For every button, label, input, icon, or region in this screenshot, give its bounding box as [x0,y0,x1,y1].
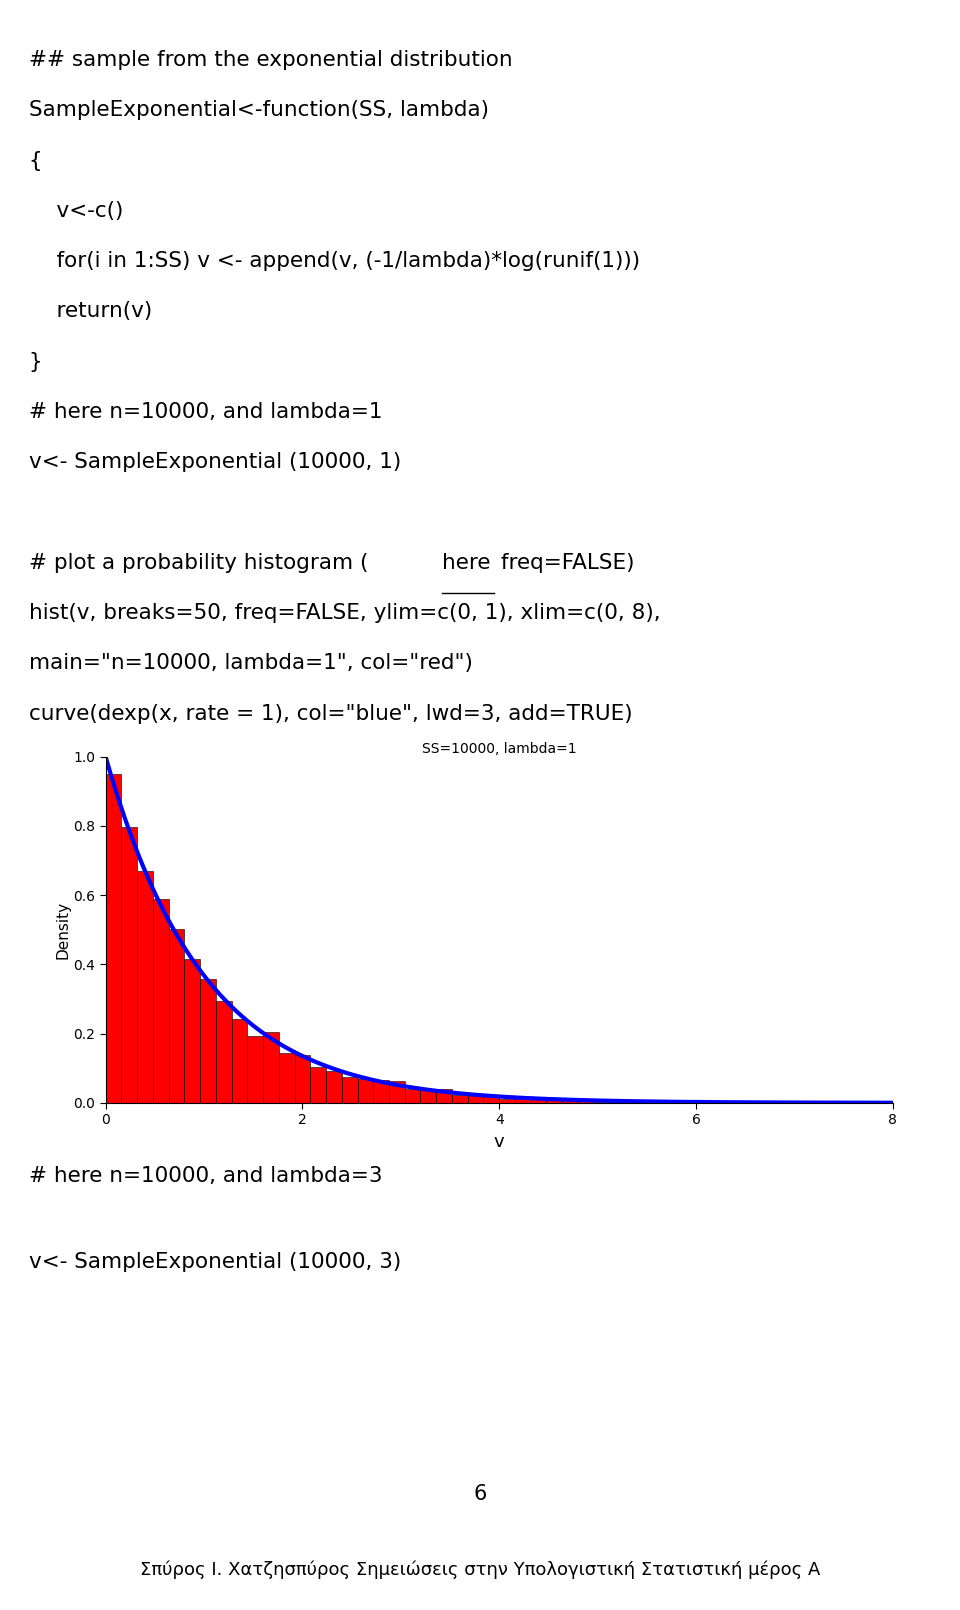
Bar [263,1032,278,1103]
Text: SampleExponential<-function(SS, lambda): SampleExponential<-function(SS, lambda) [29,100,489,121]
Bar [420,1090,436,1103]
Text: return(v): return(v) [29,301,152,322]
Text: for(i in 1:SS) v <- append(v, (-1/lambda)*log(runif(1))): for(i in 1:SS) v <- append(v, (-1/lambda… [29,251,640,270]
Text: main="n=10000, lambda=1", col="red"): main="n=10000, lambda=1", col="red") [29,654,472,673]
Text: here: here [443,552,491,573]
Bar [295,1055,310,1103]
Bar [405,1090,420,1103]
Text: freq=FALSE): freq=FALSE) [493,552,635,573]
Bar [310,1067,326,1103]
Bar [184,960,200,1103]
Bar [531,1100,546,1103]
Text: curve(dexp(x, rate = 1), col="blue", lwd=3, add=TRUE): curve(dexp(x, rate = 1), col="blue", lwd… [29,704,633,725]
Text: hist(v, breaks=50, freq=FALSE, ylim=c(0, 1), xlim=c(0, 8),: hist(v, breaks=50, freq=FALSE, ylim=c(0,… [29,604,660,623]
Bar [248,1035,263,1103]
Text: v<- SampleExponential (10000, 3): v<- SampleExponential (10000, 3) [29,1251,401,1272]
Bar [216,1001,231,1103]
Y-axis label: Density: Density [56,900,70,960]
Text: # here n=10000, and lambda=3: # here n=10000, and lambda=3 [29,1166,382,1187]
Bar [625,1101,641,1103]
Bar [106,774,121,1103]
X-axis label: v: v [493,1133,505,1151]
Text: v<-c(): v<-c() [29,201,123,221]
Text: 6: 6 [473,1484,487,1504]
Text: ## sample from the exponential distribution: ## sample from the exponential distribut… [29,50,513,69]
Bar [153,898,169,1103]
Bar [499,1098,515,1103]
Bar [578,1100,593,1103]
Bar [373,1080,389,1103]
Bar [452,1095,468,1103]
Bar [563,1101,578,1103]
Text: # here n=10000, and lambda=1: # here n=10000, and lambda=1 [29,402,382,422]
Bar [468,1095,484,1103]
Bar [278,1053,295,1103]
Bar [357,1079,373,1103]
Bar [121,828,137,1103]
Bar [546,1100,563,1103]
Text: # plot a probability histogram (: # plot a probability histogram ( [29,552,369,573]
Bar [342,1077,357,1103]
Title: SS=10000, lambda=1: SS=10000, lambda=1 [421,742,577,755]
Bar [231,1019,248,1103]
Bar [169,929,184,1103]
Text: v<- SampleExponential (10000, 1): v<- SampleExponential (10000, 1) [29,452,401,472]
Bar [484,1096,499,1103]
Text: Σπύρος Ι. Χατζησπύρος Σημειώσεις στην Υπολογιστική Στατιστική μέρος Α: Σπύρος Ι. Χατζησπύρος Σημειώσεις στην Υπ… [140,1560,820,1579]
Bar [137,871,153,1103]
Bar [436,1088,452,1103]
Bar [326,1071,342,1103]
Bar [515,1098,531,1103]
Bar [200,979,216,1103]
Text: {: { [29,150,42,171]
Bar [389,1082,405,1103]
Text: }: } [29,351,42,372]
